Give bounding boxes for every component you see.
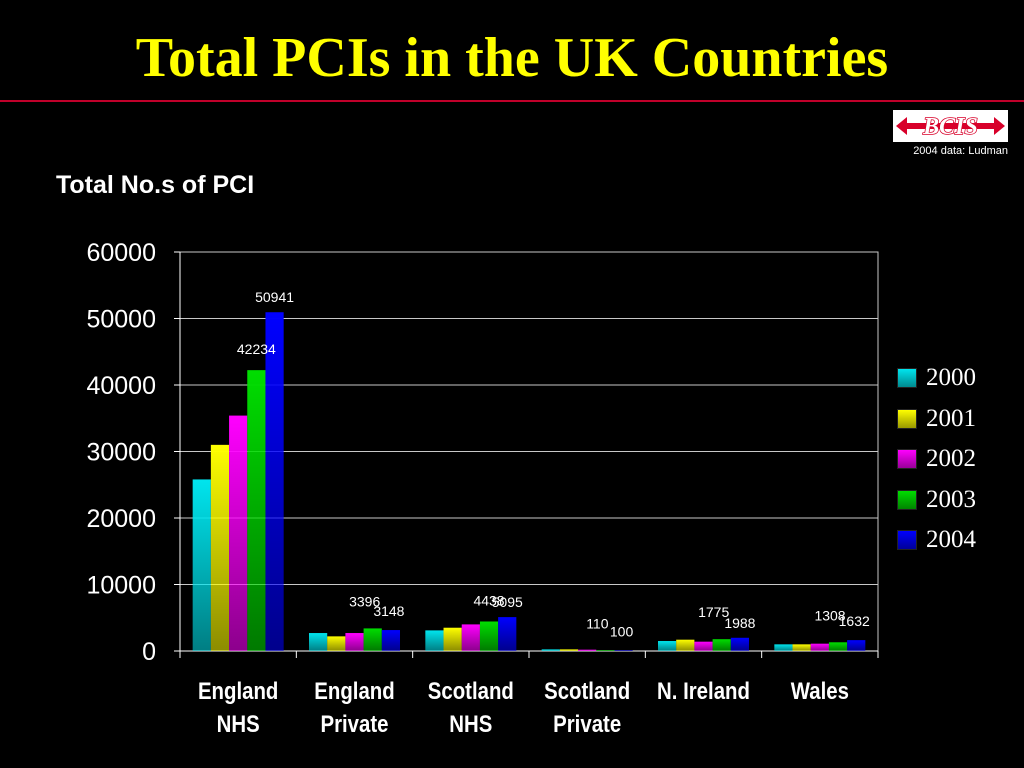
y-tick-label: 0	[142, 638, 156, 666]
y-tick-label: 40000	[86, 372, 156, 400]
legend-label: 2003	[926, 485, 976, 513]
bar	[810, 643, 829, 651]
y-tick-label: 60000	[86, 239, 156, 267]
bar	[792, 644, 811, 651]
data-label: 100	[610, 623, 634, 639]
x-category-label-line: England	[198, 677, 278, 704]
bar	[694, 641, 713, 651]
bar	[425, 630, 444, 651]
bar	[229, 415, 248, 651]
data-label: 110	[586, 615, 609, 631]
data-label: 4438	[473, 592, 504, 608]
data-label: 42234	[237, 341, 276, 357]
bcis-logo-graphic: BCIS	[896, 113, 1005, 141]
x-category-label: England NHS	[198, 677, 278, 737]
bcis-logo: BCIS	[893, 110, 1008, 142]
data-label: 3148	[373, 603, 404, 619]
data-label: 1775	[698, 604, 729, 620]
bar	[712, 639, 731, 651]
chart-subtitle: Total No.s of PCI	[56, 171, 255, 199]
data-label: 1308	[814, 607, 845, 623]
legend-swatch	[897, 449, 917, 470]
bar	[578, 649, 597, 651]
bar	[498, 617, 517, 651]
bar	[192, 479, 211, 651]
legend-item: 2001	[897, 399, 976, 440]
y-tick-label: 50000	[86, 306, 156, 334]
legend-item: 2000	[897, 358, 976, 399]
data-label: 50941	[255, 289, 294, 305]
bar	[596, 650, 615, 651]
bar	[461, 624, 480, 651]
bar	[363, 628, 382, 651]
bar	[658, 641, 677, 651]
x-category-label-line: Private	[553, 710, 621, 737]
bar	[676, 639, 695, 651]
bar	[847, 640, 866, 651]
legend-swatch	[897, 368, 917, 389]
bar	[730, 637, 749, 651]
data-credit: 2004 data: Ludman	[913, 145, 1008, 157]
chart-legend: 2000 2001 2002 2003 2004	[897, 358, 976, 561]
x-category-label-line: NHS	[217, 710, 260, 737]
legend-label: 2004	[926, 526, 976, 554]
x-category-label: N. Ireland	[657, 677, 750, 704]
data-label: 3396	[349, 593, 380, 609]
bar	[309, 633, 328, 651]
legend-item: 2004	[897, 520, 976, 561]
bar	[541, 649, 560, 651]
legend-swatch	[897, 489, 917, 510]
bar	[774, 644, 793, 651]
x-category-label-line: Scotland	[544, 677, 630, 704]
slide-title: Total PCIs in the UK Countries	[135, 27, 889, 89]
bar	[479, 621, 499, 651]
x-category-label: England Private	[314, 677, 394, 737]
legend-swatch	[897, 530, 917, 551]
y-tick-label: 30000	[86, 439, 156, 467]
x-category-label-line: Private	[320, 710, 388, 737]
bar	[381, 630, 400, 651]
data-label: 1988	[724, 615, 755, 631]
y-tick-label: 10000	[86, 572, 156, 600]
legend-item: 2003	[897, 480, 976, 521]
legend-item: 2002	[897, 439, 976, 480]
bar	[247, 370, 266, 651]
x-category-label: Wales	[791, 677, 849, 704]
x-category-label-line: N. Ireland	[657, 677, 750, 704]
x-category-label-line: Scotland	[428, 677, 514, 704]
legend-label: 2001	[926, 404, 976, 432]
x-category-label-line: England	[314, 677, 394, 704]
title-divider	[0, 100, 1024, 102]
x-category-label-line: Wales	[791, 677, 849, 704]
x-category-label: Scotland NHS	[428, 677, 514, 737]
y-tick-label: 20000	[86, 505, 156, 533]
data-label: 1632	[839, 613, 870, 629]
bar	[828, 642, 848, 651]
legend-label: 2002	[926, 445, 976, 473]
bar	[345, 633, 364, 651]
bar	[265, 312, 284, 651]
x-category-label-line: NHS	[449, 710, 492, 737]
bar	[443, 627, 462, 651]
bar	[210, 444, 230, 651]
bcis-logo-text: BCIS	[922, 114, 978, 140]
bar	[614, 650, 633, 651]
legend-label: 2000	[926, 364, 976, 392]
bar	[327, 636, 346, 651]
legend-swatch	[897, 408, 917, 429]
x-category-label: Scotland Private	[544, 677, 630, 737]
bar	[559, 649, 579, 651]
data-label: 5095	[492, 594, 523, 610]
